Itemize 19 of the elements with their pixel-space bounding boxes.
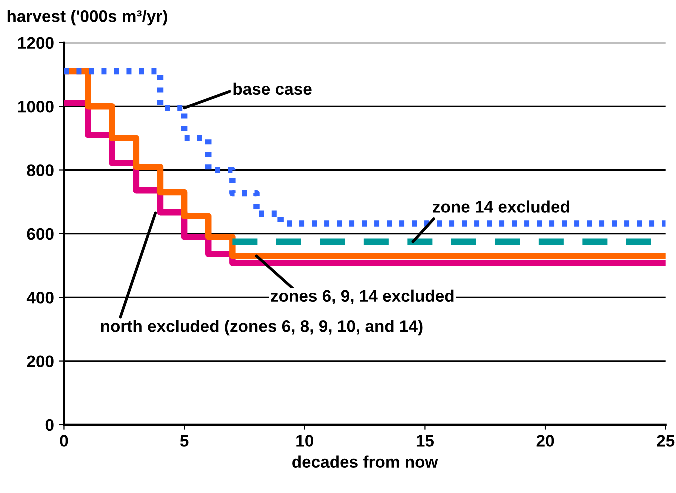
annotation: base case [234,82,312,96]
x-tick-label: 20 [536,435,554,447]
annotation: zone 14 excluded [433,200,570,213]
x-axis-title: decades from now [292,456,438,468]
y-tick-label: 1200 [18,37,54,50]
x-tick-label: 0 [60,435,68,447]
x-tick-label: 5 [180,435,189,447]
x-tick-label: 15 [416,435,434,447]
y-tick-label: 0 [46,419,54,432]
y-tick-label: 200 [27,356,54,368]
y-tick-label: 800 [27,164,54,176]
annotation: north excluded (zones 6, 8, 9, 10, and 14) [101,320,423,336]
annotation: zones 6, 9, 14 excluded [271,290,454,304]
y-tick-label: 600 [27,228,54,240]
y-tick-label: 400 [26,292,54,304]
x-tick-label: 10 [296,435,314,447]
y-axis-title: harvest ('000s m³/yr) [8,10,168,26]
y-tick-label: 1000 [18,100,54,113]
x-tick-label: 25 [657,435,675,447]
